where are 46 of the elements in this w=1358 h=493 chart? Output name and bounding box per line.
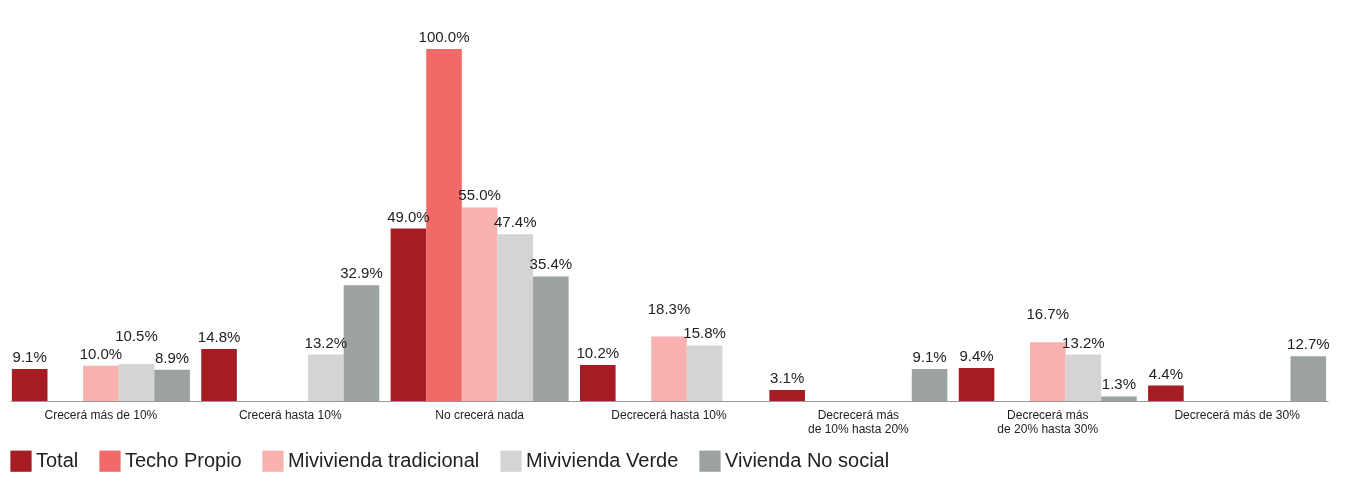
bar xyxy=(1148,385,1184,401)
bar xyxy=(83,365,119,401)
bar xyxy=(390,228,427,401)
x-tick-label: Decrecerá más de 30% xyxy=(1174,407,1301,422)
data-label: 10.5% xyxy=(115,327,158,345)
legend-label: Mivivienda tradicional xyxy=(288,449,480,472)
legend-label: Total xyxy=(36,449,79,472)
data-label: 9.4% xyxy=(959,346,994,364)
data-label: 13.2% xyxy=(1062,333,1105,351)
legend-label: Vivienda No social xyxy=(725,449,890,472)
x-tick-label: No crecerá nada xyxy=(435,407,525,422)
data-label: 4.4% xyxy=(1148,364,1183,382)
data-label: 10.2% xyxy=(576,344,620,362)
data-label: 18.3% xyxy=(647,299,691,317)
data-label: 100.0% xyxy=(418,28,470,45)
bar xyxy=(580,365,616,401)
legend-label: Techo Propio xyxy=(125,449,242,472)
bar xyxy=(769,390,805,401)
x-tick-label: Decrecerá hasta 10% xyxy=(611,407,728,422)
bar xyxy=(1065,354,1102,401)
bar xyxy=(11,368,48,401)
bar xyxy=(308,354,344,401)
data-label: 9.1% xyxy=(912,347,947,365)
bar xyxy=(958,367,995,401)
bar xyxy=(201,348,237,401)
data-label: 10.0% xyxy=(79,344,123,362)
bar xyxy=(686,345,723,401)
legend-label: Mivivienda Verde xyxy=(526,449,679,472)
data-label: 14.8% xyxy=(197,327,241,345)
x-tick-label: Decrecerá más de 20% hasta 30% xyxy=(997,407,1099,436)
x-tick-label: Decrecerá más de 10% hasta 20% xyxy=(807,407,910,436)
bar xyxy=(118,364,155,401)
data-label: 32.9% xyxy=(340,264,383,282)
data-label: 1.3% xyxy=(1101,375,1137,393)
data-label: 3.1% xyxy=(770,369,805,387)
x-tick-label: Crecerá más de 10% xyxy=(44,407,158,422)
data-label: 35.4% xyxy=(529,255,573,273)
data-label: 15.8% xyxy=(683,324,726,342)
data-label: 13.2% xyxy=(304,333,348,351)
data-label: 8.9% xyxy=(155,348,190,366)
data-label: 47.4% xyxy=(493,213,537,231)
bar xyxy=(651,336,687,401)
data-label: 16.7% xyxy=(1026,305,1070,323)
data-label: 12.7% xyxy=(1287,335,1330,353)
x-tick-label: Crecerá hasta 10% xyxy=(238,407,342,422)
data-label: 9.1% xyxy=(12,347,47,365)
